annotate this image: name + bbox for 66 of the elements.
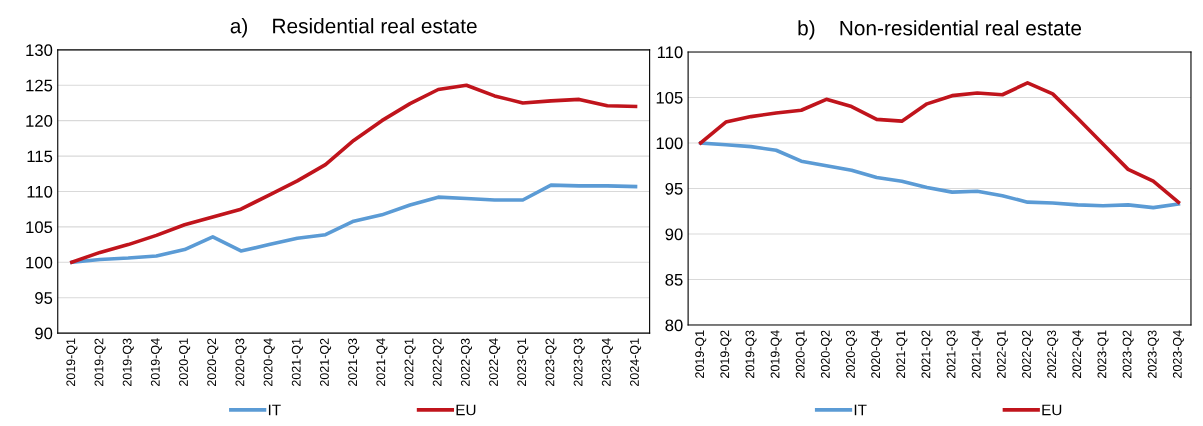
x-tick-label: 2021-Q2 xyxy=(320,338,332,386)
x-tick-label: 2020-Q2 xyxy=(207,338,219,386)
x-tick-label: 2023-Q4 xyxy=(601,338,613,386)
y-tick-label: 105 xyxy=(656,91,683,104)
x-tick-label: 2022-Q3 xyxy=(1047,330,1059,378)
x-tick-label: 2022-Q4 xyxy=(1072,330,1084,378)
x-tick-label: 2020-Q1 xyxy=(795,330,807,378)
x-tick-label: 2019-Q3 xyxy=(122,338,134,386)
line-series xyxy=(70,83,638,265)
y-tick-label: 105 xyxy=(26,221,53,234)
x-tick-label: 2019-Q1 xyxy=(66,338,78,386)
x-tick-label: 2023-Q4 xyxy=(1172,330,1184,378)
x-tick-label: 2022-Q2 xyxy=(432,338,444,386)
x-tick-label: 2020-Q3 xyxy=(846,330,858,378)
line-series xyxy=(698,81,1181,204)
x-tick-label: 2019-Q2 xyxy=(94,338,106,386)
x-tick-label: 2020-Q1 xyxy=(179,338,191,386)
y-tick-label: 95 xyxy=(665,182,683,195)
x-tick-label: 2023-Q2 xyxy=(545,338,557,386)
x-tick-label: 2023-Q3 xyxy=(1147,330,1159,378)
x-tick-label: 2021-Q1 xyxy=(291,338,303,386)
x-tick-label: 2019-Q2 xyxy=(720,330,732,378)
x-tick-label: 2020-Q4 xyxy=(871,330,883,378)
x-tick-label: 2023-Q2 xyxy=(1122,330,1134,378)
x-tick-label: 2021-Q3 xyxy=(946,330,958,378)
x-tick-label: 2022-Q3 xyxy=(460,338,473,386)
legend-label: IT xyxy=(268,404,281,416)
legend-label: EU xyxy=(456,404,476,416)
y-tick-label: 90 xyxy=(35,327,53,340)
x-tick-label: 2020-Q2 xyxy=(820,330,832,378)
y-tick-label: 90 xyxy=(665,228,683,241)
x-tick-label: 2020-Q3 xyxy=(235,338,247,386)
y-tick-label: 100 xyxy=(26,256,53,269)
x-tick-label: 2022-Q1 xyxy=(996,330,1008,378)
x-tick-label: 2021-Q3 xyxy=(348,338,360,386)
chart-title: b) Non-residential real estate xyxy=(798,20,1082,40)
y-tick-label: 120 xyxy=(26,115,53,127)
y-tick-label: 125 xyxy=(26,79,53,92)
x-tick-label: 2019-Q4 xyxy=(770,330,782,378)
line-series xyxy=(698,141,1181,210)
y-tick-label: 110 xyxy=(27,185,53,198)
x-tick-label: 2021-Q1 xyxy=(896,330,908,378)
chart-title: a) Residential real estate xyxy=(230,18,477,38)
x-tick-label: 2021-Q2 xyxy=(921,330,933,378)
x-tick-label: 2024-Q1 xyxy=(630,338,642,386)
y-tick-label: 80 xyxy=(665,319,683,332)
legend-label: EU xyxy=(1042,404,1062,416)
x-tick-label: 2022-Q2 xyxy=(1022,330,1034,378)
x-tick-label: 2019-Q4 xyxy=(150,338,162,386)
y-tick-label: 85 xyxy=(665,273,683,286)
x-tick-label: 2021-Q4 xyxy=(971,330,983,378)
x-tick-label: 2019-Q1 xyxy=(695,330,707,378)
x-tick-label: 2023-Q3 xyxy=(573,338,585,386)
y-tick-label: 115 xyxy=(27,150,53,163)
x-tick-label: 2019-Q3 xyxy=(745,330,757,378)
x-tick-label: 2022-Q4 xyxy=(489,338,501,386)
x-tick-label: 2023-Q1 xyxy=(1097,330,1109,378)
y-tick-label: 95 xyxy=(35,292,53,304)
x-tick-label: 2020-Q4 xyxy=(263,338,275,386)
x-tick-label: 2022-Q1 xyxy=(404,338,416,386)
legend-label: IT xyxy=(854,404,867,416)
y-tick-label: 110 xyxy=(657,46,683,59)
x-tick-label: 2021-Q4 xyxy=(376,338,388,386)
y-tick-label: 130 xyxy=(26,44,53,57)
y-tick-label: 100 xyxy=(656,137,683,150)
x-tick-label: 2023-Q1 xyxy=(517,338,529,386)
